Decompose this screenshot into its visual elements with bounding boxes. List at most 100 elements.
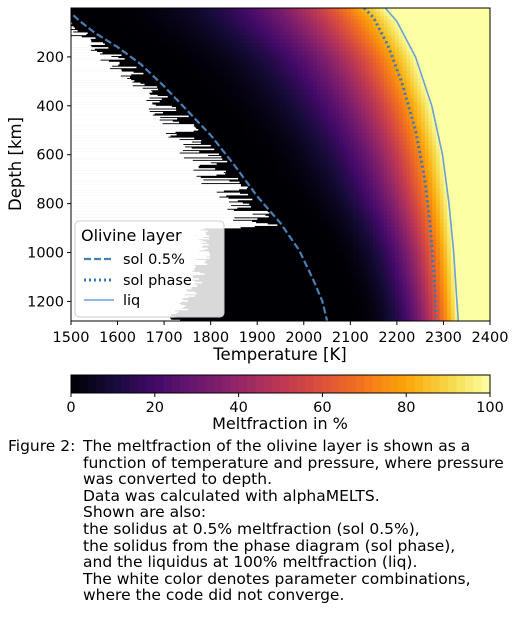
heatmap-cell	[436, 113, 441, 118]
heatmap-cell	[305, 62, 310, 68]
heatmap-cell	[432, 164, 437, 169]
heatmap-cell	[424, 31, 429, 36]
heatmap-cell	[190, 47, 195, 52]
heatmap-cell	[331, 105, 336, 111]
heatmap-cell	[249, 97, 254, 103]
heatmap-cell	[287, 97, 292, 103]
heatmap-cell	[287, 94, 292, 99]
heatmap-cell	[372, 152, 377, 158]
heatmap-cell	[171, 70, 176, 75]
heatmap-cell	[175, 31, 180, 36]
heatmap-cell	[450, 121, 456, 126]
heatmap-cell	[473, 105, 478, 111]
heatmap-cell	[380, 129, 385, 134]
heatmap-cell	[443, 58, 448, 64]
heatmap-cell	[316, 58, 321, 64]
heatmap-cell	[354, 27, 359, 32]
heatmap-cell	[175, 86, 180, 91]
heatmap-cell	[357, 74, 362, 79]
heatmap-cell	[398, 105, 403, 111]
heatmap-cell	[283, 148, 288, 154]
heatmap-cell	[171, 31, 176, 36]
heatmap-cell	[421, 113, 426, 118]
heatmap-cell	[100, 51, 105, 56]
heatmap-cell	[421, 23, 426, 28]
heatmap-cell	[421, 105, 426, 111]
heatmap-cell	[246, 35, 251, 40]
heatmap-cell	[476, 152, 482, 158]
heatmap-cell	[193, 8, 199, 13]
heatmap-cell	[175, 11, 180, 17]
heatmap-cell	[354, 35, 359, 40]
heatmap-cell	[130, 51, 135, 56]
heatmap-cell	[205, 94, 210, 99]
heatmap-cell	[305, 160, 310, 165]
heatmap-cell	[383, 23, 388, 28]
heatmap-cell	[484, 156, 489, 161]
heatmap-cell	[454, 133, 459, 138]
heatmap-cell	[205, 51, 210, 56]
heatmap-cell	[298, 43, 303, 48]
heatmap-cell	[253, 144, 258, 150]
heatmap-cell	[138, 74, 143, 79]
heatmap-cell	[85, 19, 91, 25]
heatmap-cell	[458, 117, 463, 122]
heatmap-cell	[447, 39, 452, 44]
heatmap-cell	[201, 129, 206, 134]
heatmap-cell	[212, 164, 217, 169]
heatmap-cell	[476, 35, 482, 40]
heatmap-cell	[413, 94, 418, 99]
heatmap-cell	[387, 47, 392, 52]
heatmap-cell	[443, 105, 448, 111]
heatmap-cell	[264, 82, 269, 87]
heatmap-cell	[305, 168, 310, 173]
heatmap-cell	[167, 97, 172, 103]
heatmap-cell	[279, 141, 284, 146]
heatmap-cell	[272, 90, 277, 95]
heatmap-cell	[346, 101, 351, 107]
heatmap-cell	[361, 51, 366, 56]
heatmap-cell	[287, 137, 292, 142]
heatmap-cell	[320, 113, 325, 118]
heatmap-cell	[156, 19, 161, 25]
heatmap-cell	[395, 164, 400, 169]
heatmap-cell	[454, 82, 459, 87]
heatmap-cell	[179, 105, 184, 111]
heatmap-cell	[219, 86, 225, 91]
heatmap-cell	[287, 86, 292, 91]
heatmap-cell	[331, 90, 336, 95]
heatmap-cell	[372, 70, 377, 75]
heatmap-cell	[421, 160, 426, 165]
heatmap-cell	[298, 74, 303, 79]
heatmap-cell	[428, 82, 433, 87]
heatmap-cell	[484, 86, 489, 91]
heatmap-cell	[287, 129, 292, 134]
heatmap-cell	[331, 62, 336, 68]
heatmap-cell	[339, 39, 344, 44]
heatmap-cell	[436, 62, 441, 68]
heatmap-cell	[301, 27, 307, 32]
heatmap-cell	[413, 160, 418, 165]
heatmap-cell	[443, 74, 448, 79]
heatmap-cell	[246, 152, 251, 158]
heatmap-cell	[212, 23, 217, 28]
heatmap-cell	[167, 11, 172, 17]
heatmap-cell	[123, 62, 128, 68]
heatmap-cell	[145, 35, 150, 40]
heatmap-cell	[234, 148, 239, 154]
heatmap-cell	[465, 160, 470, 165]
heatmap-cell	[227, 8, 232, 13]
heatmap-cell	[361, 94, 366, 99]
heatmap-cell	[97, 35, 102, 40]
heatmap-cell	[231, 39, 236, 44]
heatmap-cell	[436, 176, 441, 181]
heatmap-cell	[439, 105, 444, 111]
heatmap-cell	[458, 47, 463, 52]
heatmap-cell	[365, 133, 370, 138]
heatmap-cell	[238, 54, 243, 60]
heatmap-cell	[138, 35, 143, 40]
heatmap-cell	[342, 78, 347, 83]
heatmap-cell	[372, 109, 377, 115]
heatmap-cell	[301, 137, 307, 142]
heatmap-cell	[331, 141, 336, 146]
